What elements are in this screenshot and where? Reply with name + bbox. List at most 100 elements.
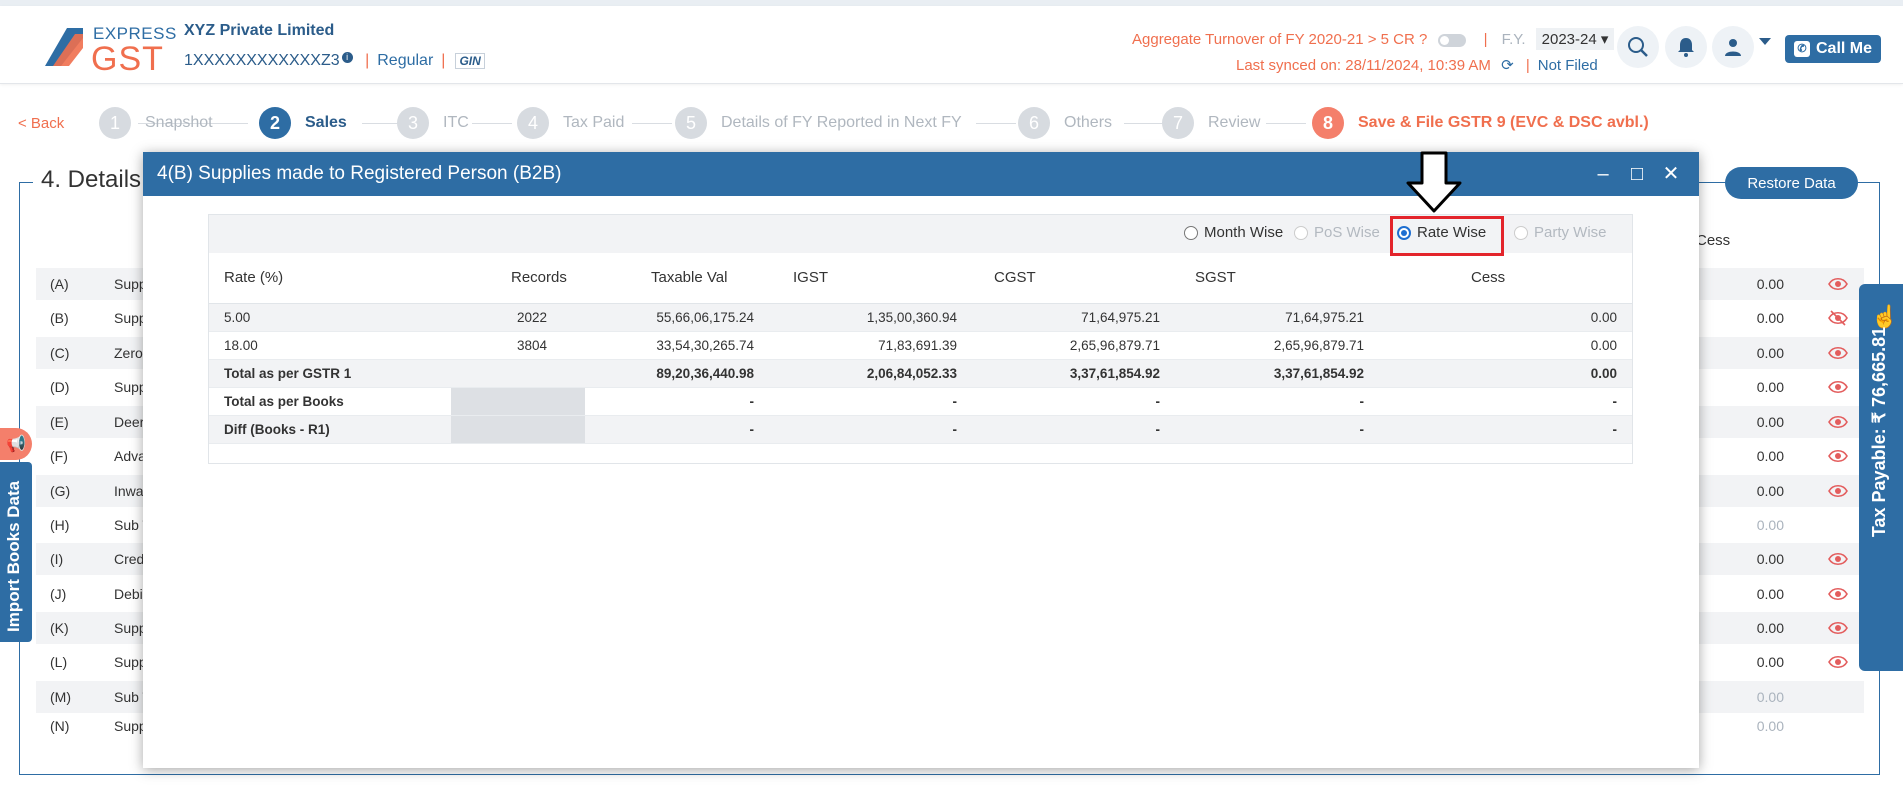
logo-mark-icon <box>45 28 83 66</box>
row-label: Supp <box>114 276 147 292</box>
rate-wise-table: Rate (%) Records Taxable Val IGST CGST S… <box>209 253 1632 444</box>
megaphone-icon[interactable]: 📢 <box>0 428 32 460</box>
step-tax-paid[interactable]: 4 Tax Paid <box>517 106 624 140</box>
user-icon[interactable] <box>1712 26 1754 68</box>
cell-taxable: - <box>585 415 769 444</box>
cell-sgst: - <box>1175 415 1379 444</box>
table-row: (L) Supp 0.00 <box>36 646 1864 678</box>
radio-label: Party Wise <box>1534 224 1607 241</box>
top-strip <box>0 0 1903 6</box>
brand-line2: GST <box>91 40 164 78</box>
separator: | <box>1483 31 1488 48</box>
cell-taxable: - <box>585 387 769 416</box>
eye-icon[interactable] <box>1828 618 1848 638</box>
cell-cess: - <box>1379 387 1632 416</box>
step-snapshot[interactable]: 1 Snapshot <box>99 106 213 140</box>
step-label: Others <box>1064 114 1113 131</box>
separator: | <box>1525 57 1530 74</box>
turnover-row: Aggregate Turnover of FY 2020-21 > 5 CR … <box>1132 28 1615 50</box>
turnover-toggle[interactable] <box>1437 33 1466 47</box>
step-others[interactable]: 6 Others <box>1018 106 1112 140</box>
chevron-down-icon[interactable] <box>1759 38 1771 45</box>
eye-icon[interactable] <box>1828 652 1848 672</box>
tax-payable-tab[interactable]: ☝ Tax Payable: ₹ 76,665.81 <box>1859 284 1903 671</box>
fy-select[interactable]: 2023-24 ▾ <box>1535 28 1615 50</box>
cell-igst: 71,83,691.39 <box>769 331 972 360</box>
col-header: Cess <box>1379 253 1632 304</box>
row-label: Cred <box>114 551 145 567</box>
cell-sgst: - <box>1175 387 1379 416</box>
gin-badge[interactable]: GIN <box>455 53 485 69</box>
step-save-file[interactable]: 8 Save & File GSTR 9 (EVC & DSC avbl.) <box>1312 106 1649 140</box>
call-me-button[interactable]: ✆ Call Me <box>1785 35 1881 63</box>
step-number: 2 <box>259 107 291 139</box>
step-connector <box>1124 123 1164 124</box>
row-code: (G) <box>50 483 71 499</box>
month-wise-radio[interactable]: Month Wise <box>1184 224 1283 241</box>
last-synced: Last synced on: 28/11/2024, 10:39 AM <box>1236 57 1491 74</box>
tax-payable-label: Tax Payable: ₹ 76,665.81 <box>1869 326 1889 538</box>
cell-cess: - <box>1379 415 1632 444</box>
step-next-fy[interactable]: 5 Details of FY Reported in Next FY <box>675 106 962 140</box>
rate-wise-radio[interactable]: Rate Wise <box>1397 224 1486 241</box>
row-code: (F) <box>50 448 68 464</box>
row-value: 0.00 <box>1756 586 1784 602</box>
eye-icon[interactable] <box>1828 377 1848 397</box>
call-me-label: Call Me <box>1815 40 1872 57</box>
step-itc[interactable]: 3 ITC <box>397 106 469 140</box>
row-label: Inwa <box>114 483 144 499</box>
close-icon[interactable]: ✕ <box>1662 163 1680 185</box>
step-label: Tax Paid <box>563 114 625 131</box>
sync-refresh-icon[interactable]: ⟳ <box>1501 57 1514 74</box>
minimize-icon[interactable]: – <box>1597 163 1609 185</box>
brand-logo[interactable]: EXPRESS GST <box>45 22 176 78</box>
restore-data-button[interactable]: Restore Data <box>1725 167 1858 199</box>
eye-icon[interactable] <box>1828 446 1848 466</box>
row-code: (I) <box>50 551 64 567</box>
row-value: 0.00 <box>1756 718 1784 734</box>
eye-icon[interactable] <box>1828 412 1848 432</box>
back-link[interactable]: < Back <box>18 115 65 132</box>
separator: | <box>441 52 446 69</box>
table-row: (D) Supp 0.00 <box>36 371 1864 403</box>
eye-off-icon[interactable] <box>1828 308 1848 328</box>
row-label: Supp <box>114 654 147 670</box>
eye-icon[interactable] <box>1828 274 1848 294</box>
gstin-row: 1XXXXXXXXXXXXZ3 i | Regular | GIN <box>184 52 485 70</box>
cell-cgst: 71,64,975.21 <box>972 303 1175 332</box>
step-number: 1 <box>99 107 131 139</box>
eye-icon[interactable] <box>1828 549 1848 569</box>
eye-icon[interactable] <box>1828 343 1848 363</box>
pos-wise-radio: PoS Wise <box>1294 224 1380 241</box>
row-code: (B) <box>50 310 69 326</box>
cell-records <box>451 387 585 416</box>
step-connector <box>632 123 672 124</box>
cell-taxable: 33,54,30,265.74 <box>585 331 769 360</box>
import-books-tab[interactable]: Import Books Data <box>0 462 32 642</box>
step-connector <box>472 123 512 124</box>
table-row[interactable]: 18.00 3804 33,54,30,265.74 71,83,691.39 … <box>209 331 1632 360</box>
eye-icon[interactable] <box>1828 481 1848 501</box>
step-sales[interactable]: 2 Sales <box>259 106 347 140</box>
row-code: (D) <box>50 379 70 395</box>
cell-cgst: 2,65,96,879.71 <box>972 331 1175 360</box>
maximize-icon[interactable]: □ <box>1630 163 1644 185</box>
cell-cess: 0.00 <box>1379 359 1632 388</box>
eye-icon[interactable] <box>1828 584 1848 604</box>
bell-icon[interactable] <box>1665 26 1707 68</box>
table-row: (H) Sub T 0.00 <box>36 509 1864 541</box>
step-label: Details of FY Reported in Next FY <box>721 114 962 131</box>
table-row[interactable]: 5.00 2022 55,66,06,175.24 1,35,00,360.94… <box>209 303 1632 332</box>
step-review[interactable]: 7 Review <box>1162 106 1260 140</box>
arrow-down-icon <box>1406 151 1462 213</box>
total-label: Total as per GSTR 1 <box>209 359 451 388</box>
row-label: Deer <box>114 414 145 430</box>
step-number: 6 <box>1018 107 1050 139</box>
table-row: (N) Supp 0.00 <box>36 710 1864 742</box>
row-label: Zero <box>114 345 143 361</box>
row-value: 0.00 <box>1756 379 1784 395</box>
search-icon[interactable] <box>1617 26 1659 68</box>
cell-records: 3804 <box>451 331 585 360</box>
cell-taxable: 89,20,36,440.98 <box>585 359 769 388</box>
info-icon[interactable]: i <box>341 52 353 63</box>
